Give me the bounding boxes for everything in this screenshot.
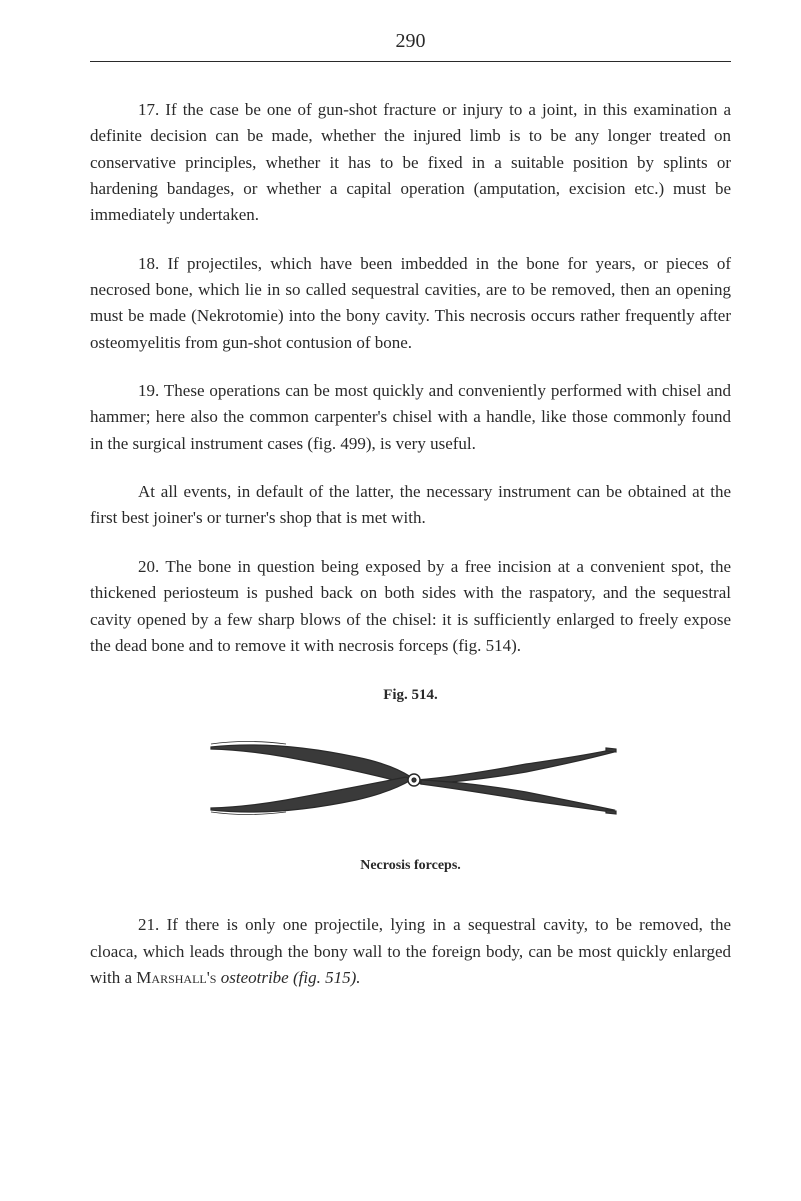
forceps-icon bbox=[196, 722, 626, 837]
paragraph-20: 20. The bone in question being exposed b… bbox=[90, 554, 731, 659]
paragraph-18: 18. If projectiles, which have been imbe… bbox=[90, 251, 731, 356]
page-number: 290 bbox=[90, 30, 731, 53]
figure-caption: Necrosis forceps. bbox=[90, 858, 731, 874]
paragraph-17: 17. If the case be one of gun-shot fract… bbox=[90, 97, 731, 229]
paragraph-19b: At all events, in default of the latter,… bbox=[90, 479, 731, 532]
paragraph-21-post: osteotribe (fig. 515). bbox=[216, 968, 360, 987]
figure-image bbox=[90, 722, 731, 842]
paragraph-21: 21. If there is only one projectile, lyi… bbox=[90, 912, 731, 991]
author-name: Marshall's bbox=[136, 968, 216, 987]
figure-label: Fig. 514. bbox=[90, 687, 731, 704]
page-header-rule bbox=[90, 61, 731, 62]
paragraph-19: 19. These operations can be most quickly… bbox=[90, 378, 731, 457]
